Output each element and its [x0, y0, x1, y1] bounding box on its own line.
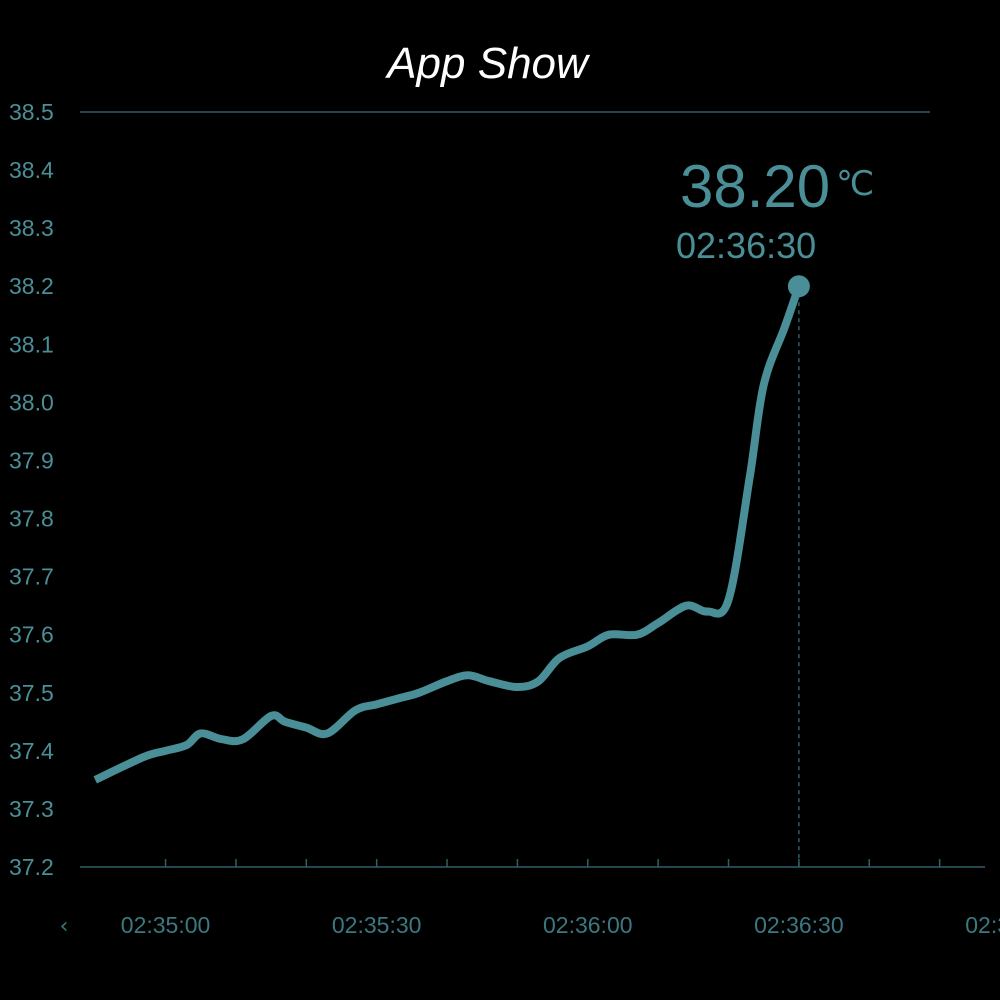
y-tick-label: 37.7 — [9, 564, 54, 590]
y-tick-label: 37.2 — [9, 854, 54, 880]
y-tick-label: 38.5 — [9, 99, 54, 125]
y-tick-label: 38.4 — [9, 157, 54, 183]
x-axis-ticks — [164, 859, 941, 867]
x-tick-label: 02:37:00 — [965, 912, 1000, 938]
chevron-left-icon[interactable]: ‹ — [60, 914, 69, 939]
temperature-series-line — [93, 284, 803, 784]
x-axis-labels: 02:35:00 02:35:30 02:36:00 02:36:30 02:37:00 — [121, 912, 1000, 938]
x-tick-label: 02:36:00 — [543, 912, 633, 938]
y-tick-label: 37.5 — [9, 680, 54, 706]
readout-value: 38.20 — [680, 153, 830, 220]
y-tick-label: 37.8 — [9, 506, 54, 532]
axes — [80, 111, 985, 868]
y-tick-label: 37.9 — [9, 447, 54, 473]
y-tick-label: 38.1 — [9, 331, 54, 357]
y-tick-label: 37.6 — [9, 622, 54, 648]
readout-unit: ℃ — [836, 164, 874, 204]
highlight-layer — [787, 275, 810, 867]
x-tick-label: 02:35:00 — [121, 912, 211, 938]
y-tick-label: 38.0 — [9, 389, 54, 415]
app-title: App Show — [387, 39, 588, 88]
x-tick-label: 02:36:30 — [754, 912, 844, 938]
series-layer — [93, 284, 803, 784]
highlight-point[interactable] — [787, 275, 810, 298]
y-tick-label: 37.4 — [9, 738, 54, 764]
readout-time: 02:36:30 — [676, 225, 816, 266]
y-axis-labels: 37.2 37.3 37.4 37.5 37.6 37.7 37.8 37.9 38.0 38.1… — [9, 99, 54, 880]
y-tick-label: 37.3 — [9, 796, 54, 822]
x-tick-label: 02:35:30 — [332, 912, 422, 938]
y-tick-label: 38.2 — [9, 273, 54, 299]
y-tick-label: 38.3 — [9, 215, 54, 241]
